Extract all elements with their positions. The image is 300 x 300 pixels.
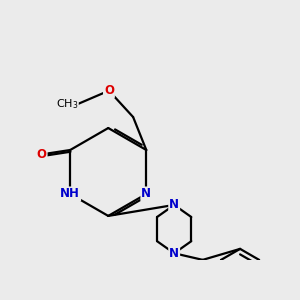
Text: N: N — [141, 188, 151, 200]
Text: O: O — [104, 84, 114, 97]
Text: CH$_3$: CH$_3$ — [56, 97, 78, 111]
Text: methoxy: methoxy — [75, 93, 136, 107]
Text: N: N — [169, 247, 179, 260]
Text: N: N — [169, 198, 179, 212]
Text: NH: NH — [60, 188, 80, 200]
Text: O: O — [37, 148, 46, 161]
